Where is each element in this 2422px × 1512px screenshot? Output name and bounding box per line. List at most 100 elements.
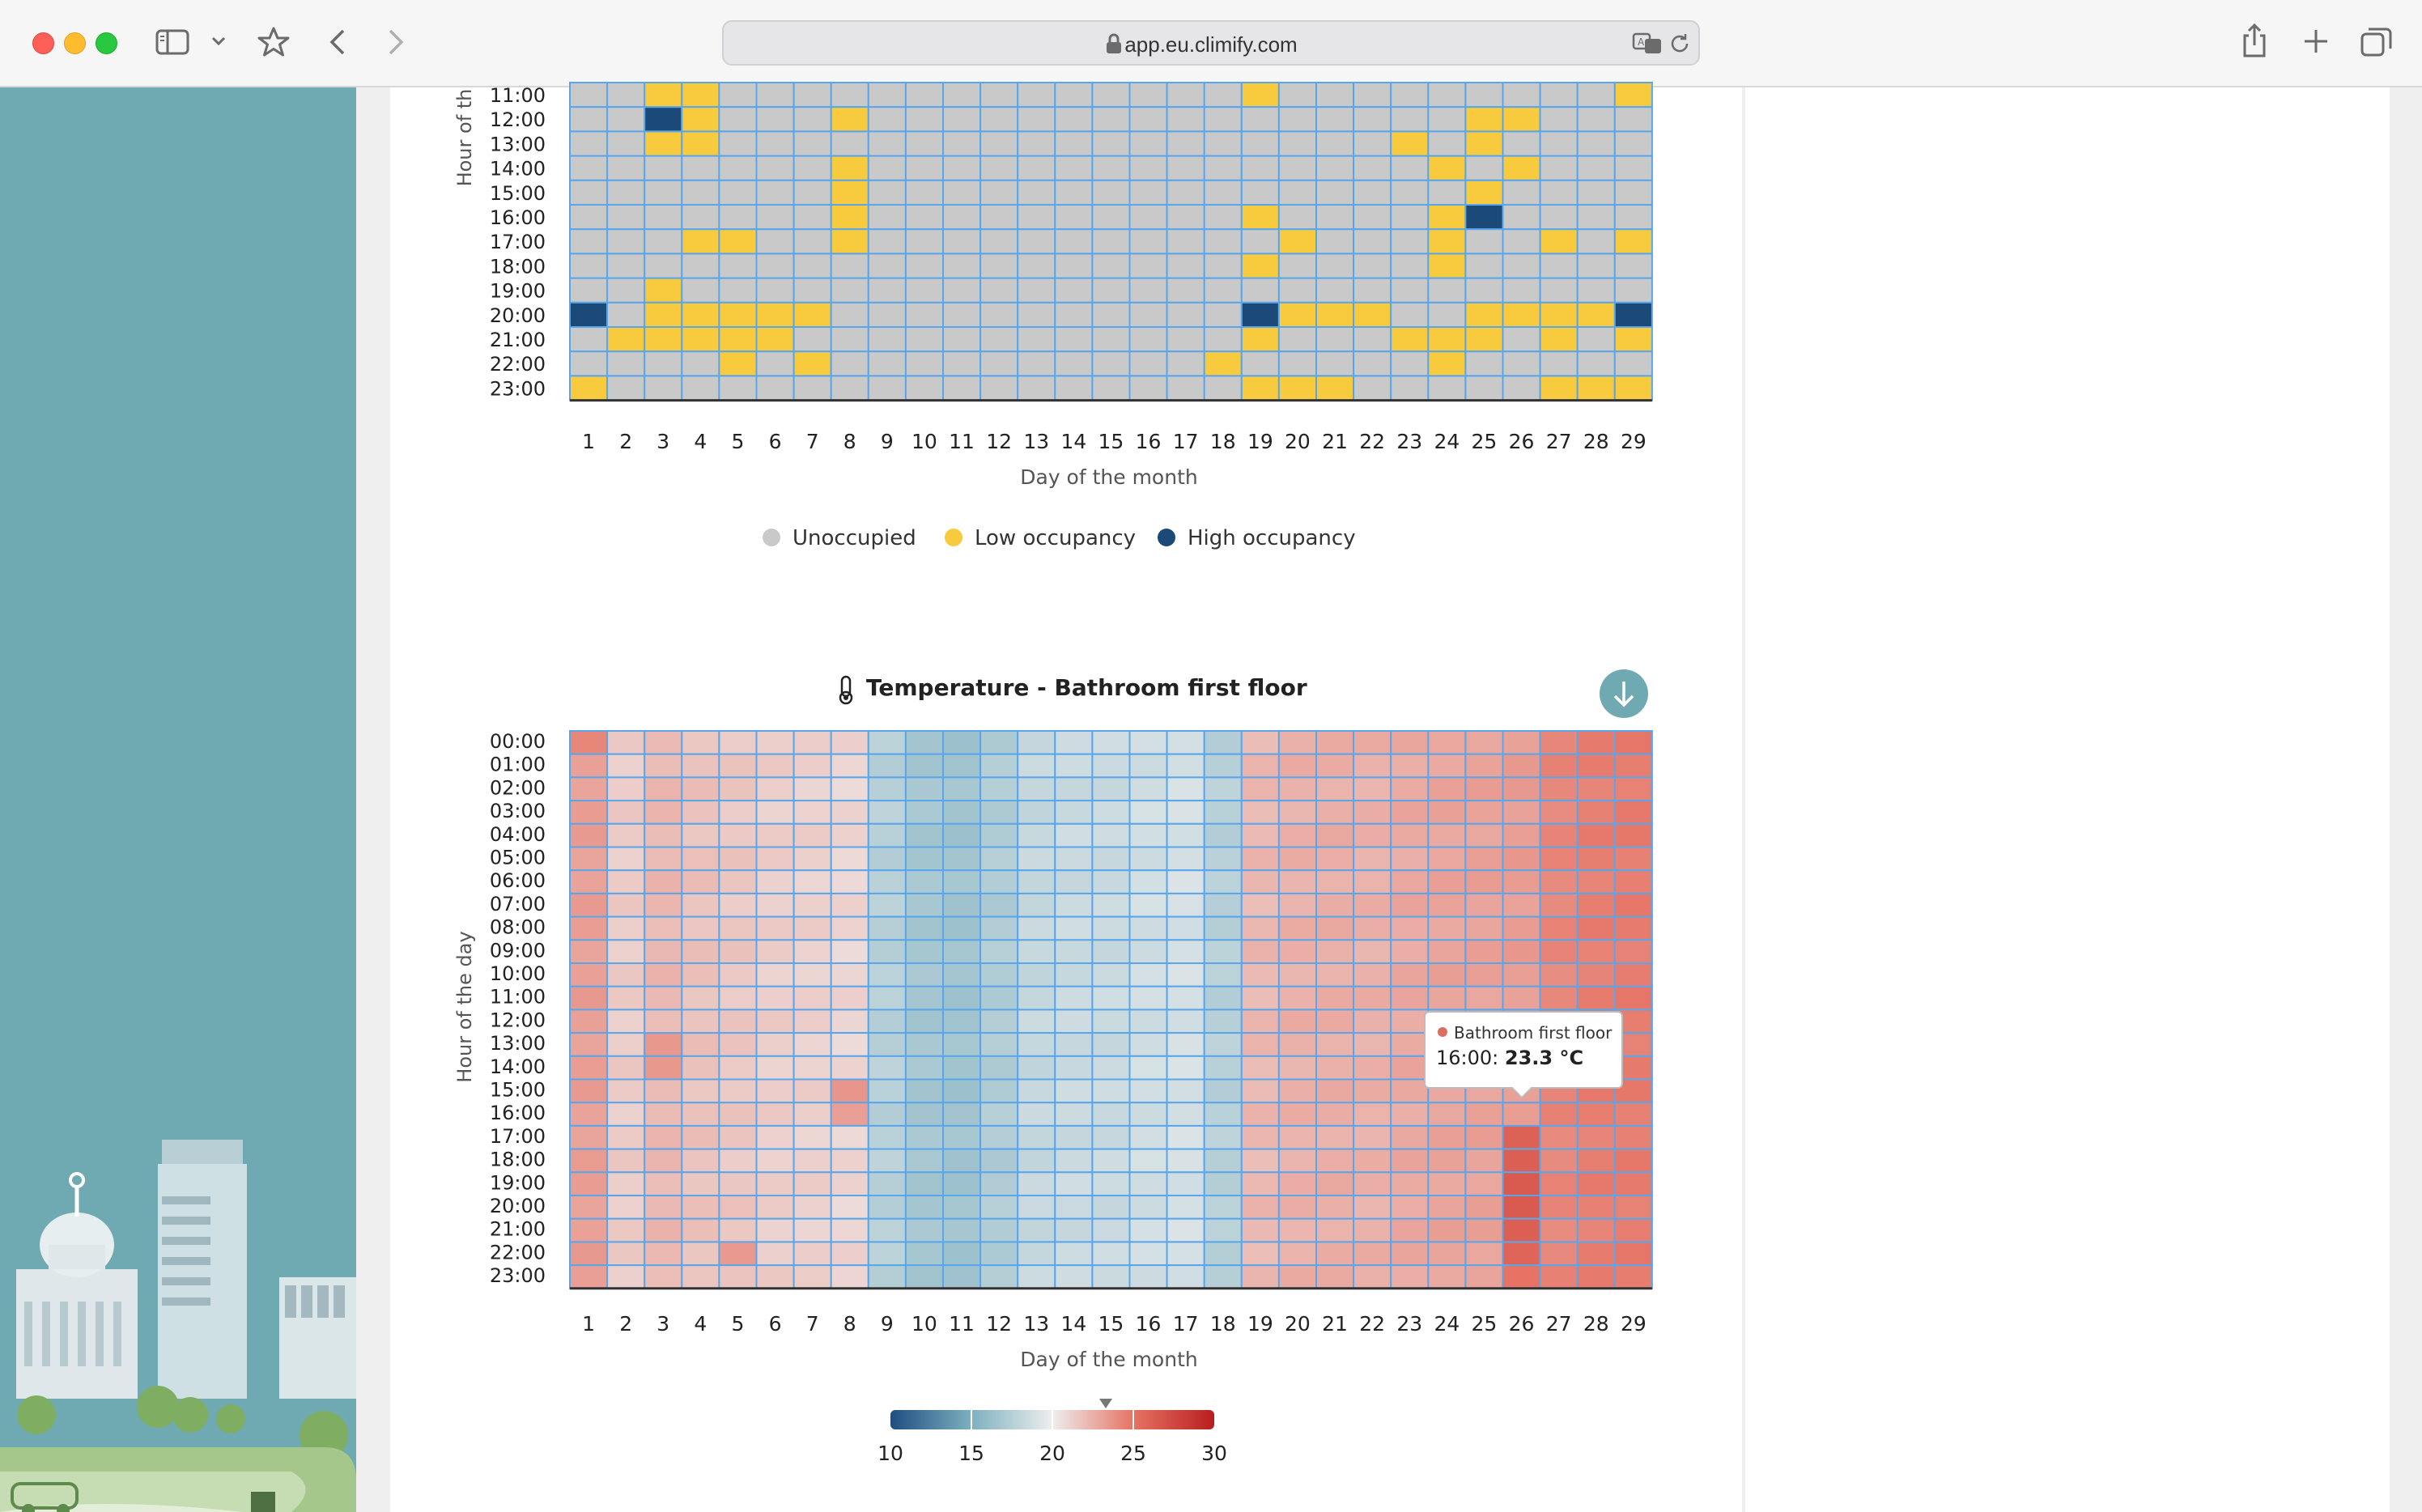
occupancy-cell[interactable] xyxy=(1427,204,1467,231)
temperature-cell[interactable] xyxy=(1240,753,1280,779)
occupancy-cell[interactable] xyxy=(1539,301,1579,328)
temperature-cell[interactable] xyxy=(1502,962,1541,987)
occupancy-cell[interactable] xyxy=(644,228,683,255)
temperature-cell[interactable] xyxy=(942,869,982,894)
temperature-cell[interactable] xyxy=(1203,1171,1243,1197)
temperature-cell[interactable] xyxy=(1539,915,1579,941)
temperature-cell[interactable] xyxy=(681,1171,720,1197)
temperature-cell[interactable] xyxy=(681,962,720,987)
temperature-cell[interactable] xyxy=(1613,1124,1653,1150)
occupancy-cell[interactable] xyxy=(1502,301,1541,328)
temperature-cell[interactable] xyxy=(942,1195,982,1220)
temperature-cell[interactable] xyxy=(1427,915,1467,941)
temperature-cell[interactable] xyxy=(1054,1055,1094,1081)
temperature-cell[interactable] xyxy=(1539,1241,1579,1267)
temperature-cell[interactable] xyxy=(979,1241,1019,1267)
occupancy-cell[interactable] xyxy=(569,130,609,157)
temperature-cell[interactable] xyxy=(1240,985,1280,1011)
temperature-cell[interactable] xyxy=(1277,1264,1318,1289)
temperature-cell[interactable] xyxy=(942,1241,982,1267)
occupancy-cell[interactable] xyxy=(1539,277,1579,304)
temperature-cell[interactable] xyxy=(569,1264,609,1289)
occupancy-cell[interactable] xyxy=(569,301,609,328)
occupancy-cell[interactable] xyxy=(1091,375,1131,401)
temperature-cell[interactable] xyxy=(1166,892,1205,918)
temperature-cell[interactable] xyxy=(1054,1009,1094,1034)
temperature-cell[interactable] xyxy=(1203,962,1243,987)
occupancy-cell[interactable] xyxy=(867,179,907,206)
occupancy-cell[interactable] xyxy=(1464,253,1504,279)
temperature-cell[interactable] xyxy=(1502,776,1541,802)
temperature-cell[interactable] xyxy=(867,1171,907,1197)
occupancy-cell[interactable] xyxy=(979,106,1019,133)
occupancy-cell[interactable] xyxy=(1017,277,1056,304)
temperature-cell[interactable] xyxy=(979,1009,1019,1034)
temperature-cell[interactable] xyxy=(904,892,945,918)
occupancy-cell[interactable] xyxy=(755,301,795,328)
occupancy-cell[interactable] xyxy=(1539,130,1579,157)
temperature-cell[interactable] xyxy=(1166,730,1205,755)
temperature-cell[interactable] xyxy=(718,846,758,872)
temperature-cell[interactable] xyxy=(904,753,945,779)
temperature-cell[interactable] xyxy=(718,753,758,779)
occupancy-cell[interactable] xyxy=(792,326,832,353)
temperature-cell[interactable] xyxy=(904,1217,945,1243)
temperature-cell[interactable] xyxy=(569,869,609,894)
temperature-cell[interactable] xyxy=(1017,1055,1056,1081)
temperature-cell[interactable] xyxy=(1353,1055,1392,1081)
temperature-cell[interactable] xyxy=(681,776,720,802)
temperature-cell[interactable] xyxy=(755,1078,795,1104)
temperature-cell[interactable] xyxy=(755,1217,795,1243)
temperature-cell[interactable] xyxy=(942,1102,982,1127)
temperature-cell[interactable] xyxy=(1353,1241,1392,1267)
occupancy-cell[interactable] xyxy=(1240,155,1280,181)
occupancy-cell[interactable] xyxy=(718,228,758,255)
temperature-cell[interactable] xyxy=(1091,892,1131,918)
temperature-cell[interactable] xyxy=(1464,1124,1504,1150)
temperature-cell[interactable] xyxy=(1539,1102,1579,1127)
temperature-cell[interactable] xyxy=(792,985,832,1011)
temperature-cell[interactable] xyxy=(1017,730,1056,755)
temperature-cell[interactable] xyxy=(1166,915,1205,941)
occupancy-cell[interactable] xyxy=(942,228,982,255)
temperature-cell[interactable] xyxy=(1277,1078,1318,1104)
temperature-cell[interactable] xyxy=(569,1078,609,1104)
temperature-cell[interactable] xyxy=(1613,1241,1653,1267)
temperature-cell[interactable] xyxy=(1277,1171,1318,1197)
occupancy-cell[interactable] xyxy=(681,375,720,401)
temperature-cell[interactable] xyxy=(979,753,1019,779)
temperature-cell[interactable] xyxy=(755,962,795,987)
temperature-cell[interactable] xyxy=(755,985,795,1011)
temperature-cell[interactable] xyxy=(606,1171,646,1197)
occupancy-cell[interactable] xyxy=(904,106,945,133)
temperature-cell[interactable] xyxy=(942,915,982,941)
occupancy-cell[interactable] xyxy=(1427,106,1467,133)
temperature-cell[interactable] xyxy=(681,846,720,872)
temperature-cell[interactable] xyxy=(830,1124,869,1150)
temperature-cell[interactable] xyxy=(569,800,609,825)
temperature-cell[interactable] xyxy=(979,939,1019,965)
temperature-cell[interactable] xyxy=(569,892,609,918)
occupancy-cell[interactable] xyxy=(1427,82,1467,108)
occupancy-cell[interactable] xyxy=(1277,179,1318,206)
occupancy-cell[interactable] xyxy=(1203,155,1243,181)
temperature-cell[interactable] xyxy=(792,892,832,918)
temperature-cell[interactable] xyxy=(1576,1217,1616,1243)
occupancy-cell[interactable] xyxy=(792,106,832,133)
temperature-cell[interactable] xyxy=(718,730,758,755)
occupancy-cell[interactable] xyxy=(755,204,795,231)
occupancy-cell[interactable] xyxy=(904,301,945,328)
occupancy-cell[interactable] xyxy=(644,179,683,206)
occupancy-cell[interactable] xyxy=(1464,301,1504,328)
temperature-cell[interactable] xyxy=(1054,800,1094,825)
temperature-cell[interactable] xyxy=(867,915,907,941)
temperature-cell[interactable] xyxy=(569,1148,609,1174)
occupancy-cell[interactable] xyxy=(1576,179,1616,206)
occupancy-cell[interactable] xyxy=(1539,204,1579,231)
temperature-cell[interactable] xyxy=(1613,962,1653,987)
temperature-cell[interactable] xyxy=(1054,915,1094,941)
occupancy-cell[interactable] xyxy=(904,277,945,304)
temperature-cell[interactable] xyxy=(792,1078,832,1104)
occupancy-cell[interactable] xyxy=(1576,277,1616,304)
temperature-cell[interactable] xyxy=(867,1217,907,1243)
